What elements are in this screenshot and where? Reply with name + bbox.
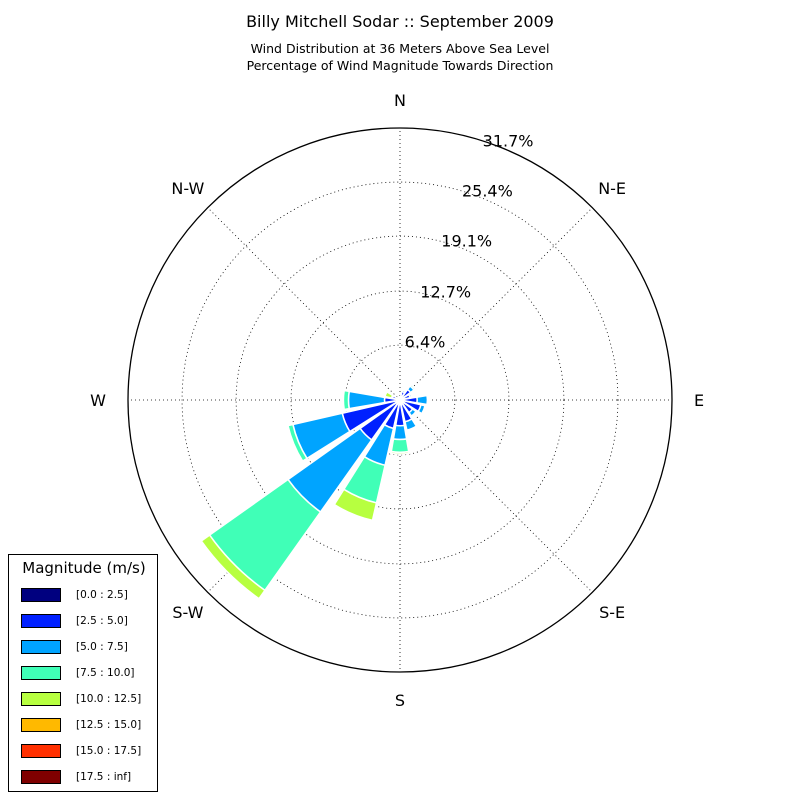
direction-label: S-W (172, 603, 203, 622)
windrose-bar (399, 399, 414, 414)
radial-tick-label: 25.4% (462, 182, 513, 201)
windrose-bar (347, 390, 401, 410)
windrose-bar (341, 399, 401, 433)
legend-swatch (21, 614, 61, 628)
legend-item: [10.0 : 12.5] (21, 692, 155, 708)
legend-swatch (21, 640, 61, 654)
outer-ring (127, 127, 673, 673)
legend-label: [5.0 : 7.5] (76, 641, 128, 653)
legend-swatch (21, 770, 61, 784)
radial-tick-label: 6.4% (405, 332, 446, 351)
direction-label: N (394, 91, 406, 110)
legend: Magnitude (m/s) [0.0 : 2.5] [2.5 : 5.0] … (8, 554, 158, 792)
legend-item: [15.0 : 17.5] (21, 744, 155, 760)
legend-item: [12.5 : 15.0] (21, 718, 155, 734)
windrose-bar (399, 396, 418, 404)
grid-ring (235, 235, 565, 565)
grid-spoke (399, 399, 593, 593)
radial-tick-label: 19.1% (441, 232, 492, 251)
legend-label: [2.5 : 5.0] (76, 615, 128, 627)
radial-tick-label: 31.7% (483, 132, 534, 151)
direction-label: N-E (598, 179, 626, 198)
windrose-bar (358, 399, 401, 442)
legend-label: [15.0 : 17.5] (76, 745, 142, 757)
legend-item: [17.5 : inf] (21, 770, 155, 786)
grid-spoke (399, 207, 593, 401)
radial-tick-label: 12.7% (420, 282, 471, 301)
windrose-bar (383, 399, 401, 430)
legend-swatch (21, 666, 61, 680)
legend-swatch (21, 744, 61, 758)
legend-swatch (21, 718, 61, 732)
legend-item: [0.0 : 2.5] (21, 588, 155, 604)
grid-ring (181, 181, 619, 619)
legend-item: [2.5 : 5.0] (21, 614, 155, 630)
legend-item: [7.5 : 10.0] (21, 666, 155, 682)
direction-label: S-E (599, 603, 625, 622)
chart-subtitle-line-1: Wind Distribution at 36 Meters Above Sea… (250, 41, 550, 56)
legend-swatch (21, 588, 61, 602)
chart-title: Billy Mitchell Sodar :: September 2009 (246, 12, 554, 31)
legend-label: [10.0 : 12.5] (76, 693, 142, 705)
windrose-bar (399, 399, 413, 423)
direction-label: N-W (171, 179, 204, 198)
chart-subtitle-line-2: Percentage of Wind Magnitude Towards Dir… (246, 58, 554, 73)
legend-swatch (21, 692, 61, 706)
grid-spoke (207, 207, 401, 401)
legend-label: [17.5 : inf] (76, 771, 132, 783)
direction-label: E (694, 391, 704, 410)
windrose-bar (394, 399, 406, 427)
legend-label: [7.5 : 10.0] (76, 667, 135, 679)
direction-label: W (90, 391, 106, 410)
legend-item: [5.0 : 7.5] (21, 640, 155, 656)
legend-label: [12.5 : 15.0] (76, 719, 142, 731)
legend-label: [0.0 : 2.5] (76, 589, 128, 601)
legend-title: Magnitude (m/s) (22, 559, 146, 577)
windrose-bar (383, 396, 401, 404)
direction-label: S (395, 691, 405, 710)
